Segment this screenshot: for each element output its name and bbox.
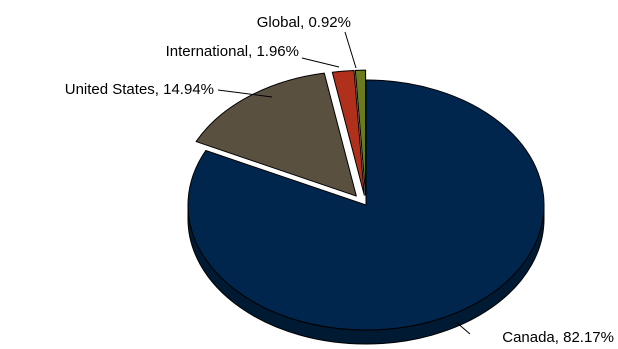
leader-line-canada <box>455 321 471 335</box>
leader-line-international <box>301 57 340 68</box>
label-united-states: United States, 14.94% <box>65 81 214 98</box>
slice-global <box>354 69 367 196</box>
slice-labels: Canada, 82.17% United States, 14.94% Inter… <box>65 14 614 346</box>
slice-tops <box>187 69 545 331</box>
label-global: Global, 0.92% <box>257 14 351 31</box>
slice-international <box>331 69 365 196</box>
label-international: International, 1.96% <box>166 43 299 60</box>
label-canada: Canada, 82.17% <box>502 329 614 346</box>
leader-line-united-states <box>217 89 273 98</box>
leader-lines <box>217 31 471 335</box>
slice-united-states <box>195 72 357 197</box>
slice-canada <box>187 79 545 331</box>
leader-line-global <box>344 31 357 69</box>
